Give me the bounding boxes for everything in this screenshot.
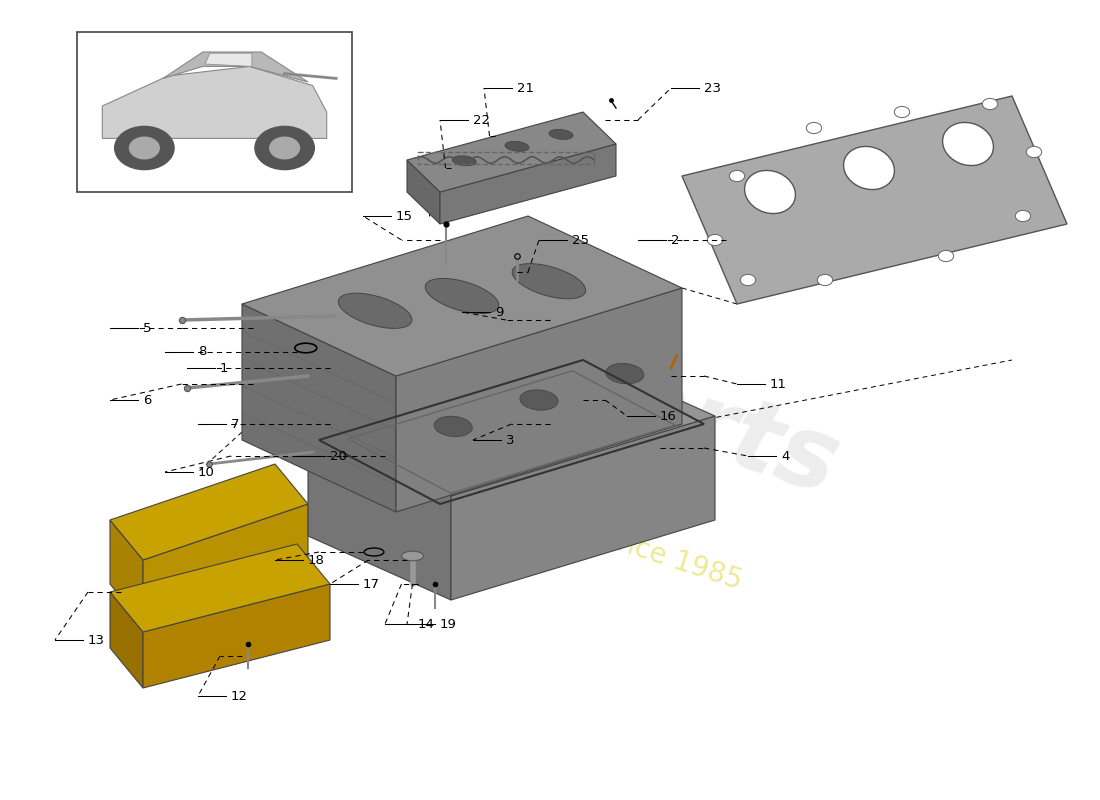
Text: europarts: europarts xyxy=(294,253,850,515)
Text: 5: 5 xyxy=(143,322,152,334)
Text: 7: 7 xyxy=(231,418,240,430)
Ellipse shape xyxy=(402,551,424,561)
Circle shape xyxy=(1026,146,1042,158)
Text: 25: 25 xyxy=(572,234,588,246)
Text: 1: 1 xyxy=(220,362,229,374)
Polygon shape xyxy=(143,584,330,688)
Polygon shape xyxy=(396,288,682,512)
Circle shape xyxy=(938,250,954,262)
Ellipse shape xyxy=(844,146,894,190)
Circle shape xyxy=(114,126,174,170)
Circle shape xyxy=(707,234,723,246)
Text: a dealer for parts since 1985: a dealer for parts since 1985 xyxy=(354,445,746,595)
Ellipse shape xyxy=(452,156,476,166)
Text: 15: 15 xyxy=(396,210,412,222)
Text: 3: 3 xyxy=(506,434,515,446)
Ellipse shape xyxy=(606,363,643,384)
Text: 21: 21 xyxy=(517,82,534,94)
Polygon shape xyxy=(110,544,330,632)
Circle shape xyxy=(1015,210,1031,222)
Text: 10: 10 xyxy=(198,466,214,478)
Text: 20: 20 xyxy=(330,450,346,462)
Polygon shape xyxy=(102,66,327,138)
Polygon shape xyxy=(205,53,252,66)
Text: 19: 19 xyxy=(440,618,456,630)
Ellipse shape xyxy=(434,416,472,437)
Text: 8: 8 xyxy=(198,346,207,358)
Ellipse shape xyxy=(426,278,498,314)
Text: 23: 23 xyxy=(704,82,720,94)
Polygon shape xyxy=(407,160,440,224)
Text: 14: 14 xyxy=(418,618,434,630)
Polygon shape xyxy=(242,216,682,376)
Circle shape xyxy=(255,126,315,170)
Text: 17: 17 xyxy=(363,578,379,590)
Text: 11: 11 xyxy=(770,378,786,390)
Polygon shape xyxy=(110,520,143,624)
Polygon shape xyxy=(110,464,308,560)
Text: 13: 13 xyxy=(88,634,104,646)
Text: 12: 12 xyxy=(231,690,248,702)
Polygon shape xyxy=(308,352,715,496)
Circle shape xyxy=(806,122,822,134)
Ellipse shape xyxy=(505,142,529,151)
Circle shape xyxy=(729,170,745,182)
Polygon shape xyxy=(163,52,308,82)
Circle shape xyxy=(982,98,998,110)
Text: 16: 16 xyxy=(660,410,676,422)
Ellipse shape xyxy=(943,122,993,166)
FancyBboxPatch shape xyxy=(77,32,352,192)
Circle shape xyxy=(740,274,756,286)
Text: 2: 2 xyxy=(671,234,680,246)
Ellipse shape xyxy=(520,390,558,410)
Circle shape xyxy=(130,138,159,158)
Ellipse shape xyxy=(513,264,585,298)
Polygon shape xyxy=(440,144,616,224)
Polygon shape xyxy=(242,304,396,512)
Text: 18: 18 xyxy=(308,554,324,566)
Ellipse shape xyxy=(549,130,573,139)
Polygon shape xyxy=(308,432,451,600)
Text: 9: 9 xyxy=(495,306,504,318)
Polygon shape xyxy=(682,96,1067,304)
Text: 6: 6 xyxy=(143,394,152,406)
Circle shape xyxy=(270,138,299,158)
Ellipse shape xyxy=(745,170,795,214)
Polygon shape xyxy=(143,504,308,624)
Text: 4: 4 xyxy=(781,450,790,462)
Polygon shape xyxy=(110,592,143,688)
Circle shape xyxy=(894,106,910,118)
Circle shape xyxy=(817,274,833,286)
Polygon shape xyxy=(407,112,616,192)
Polygon shape xyxy=(451,416,715,600)
Ellipse shape xyxy=(339,294,411,328)
Text: 22: 22 xyxy=(473,114,490,126)
